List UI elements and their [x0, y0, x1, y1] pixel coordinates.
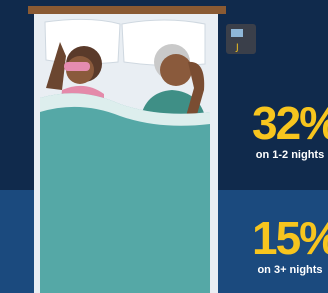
clock-screen [231, 29, 243, 37]
headboard [28, 6, 226, 14]
stat-value: 15% [252, 215, 328, 261]
stat: 15% on 3+ nights [252, 215, 328, 276]
clock-icon: J [235, 43, 239, 53]
stat-value: 32% [252, 100, 328, 146]
stat-label: on 3+ nights [252, 264, 328, 276]
stat-label: on 1-2 nights [252, 149, 328, 161]
face [160, 54, 192, 86]
infographic: J 32% on 1-2 nights 15% on 3+ nights [0, 0, 328, 293]
clock [226, 24, 256, 54]
sleep-mask [64, 62, 90, 71]
stat: 32% on 1-2 nights [252, 100, 328, 161]
